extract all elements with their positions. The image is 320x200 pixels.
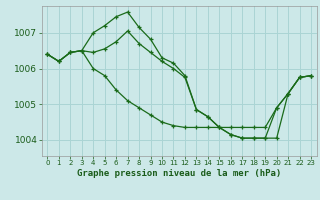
X-axis label: Graphe pression niveau de la mer (hPa): Graphe pression niveau de la mer (hPa) — [77, 169, 281, 178]
